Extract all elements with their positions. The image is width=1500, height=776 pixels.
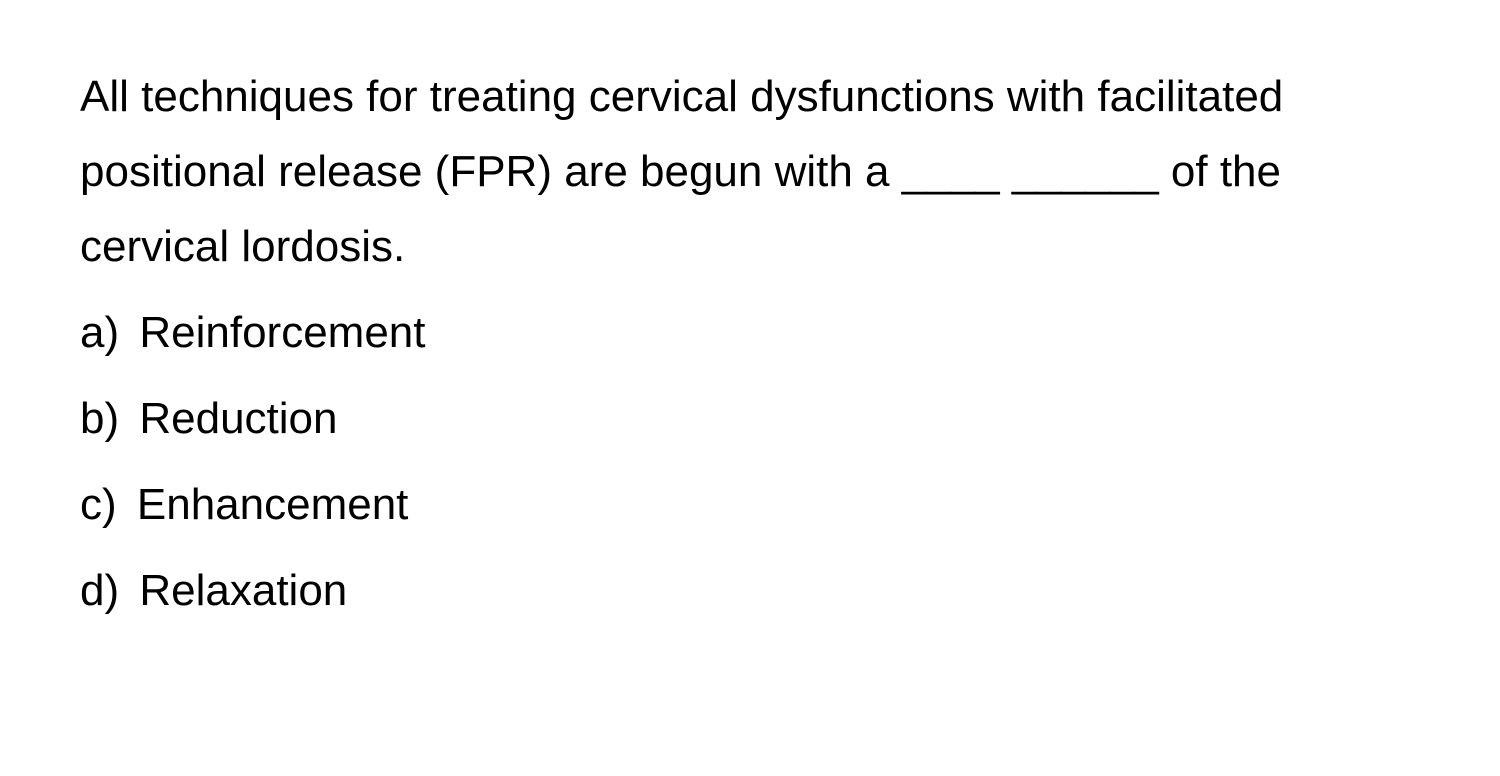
option-label: a)	[80, 308, 119, 357]
option-text: Reinforcement	[139, 308, 425, 357]
options-list: a) Reinforcement b) Reduction c) Enhance…	[80, 300, 1420, 624]
option-b: b) Reduction	[80, 386, 1420, 452]
option-label: b)	[80, 394, 119, 443]
option-text: Reduction	[139, 394, 337, 443]
option-label: c)	[80, 480, 117, 529]
option-text: Relaxation	[139, 566, 347, 615]
option-text: Enhancement	[137, 480, 409, 529]
option-d: d) Relaxation	[80, 558, 1420, 624]
question-stem: All techniques for treating cervical dys…	[80, 60, 1420, 284]
option-c: c) Enhancement	[80, 472, 1420, 538]
question-container: All techniques for treating cervical dys…	[80, 60, 1420, 624]
option-label: d)	[80, 566, 119, 615]
option-a: a) Reinforcement	[80, 300, 1420, 366]
